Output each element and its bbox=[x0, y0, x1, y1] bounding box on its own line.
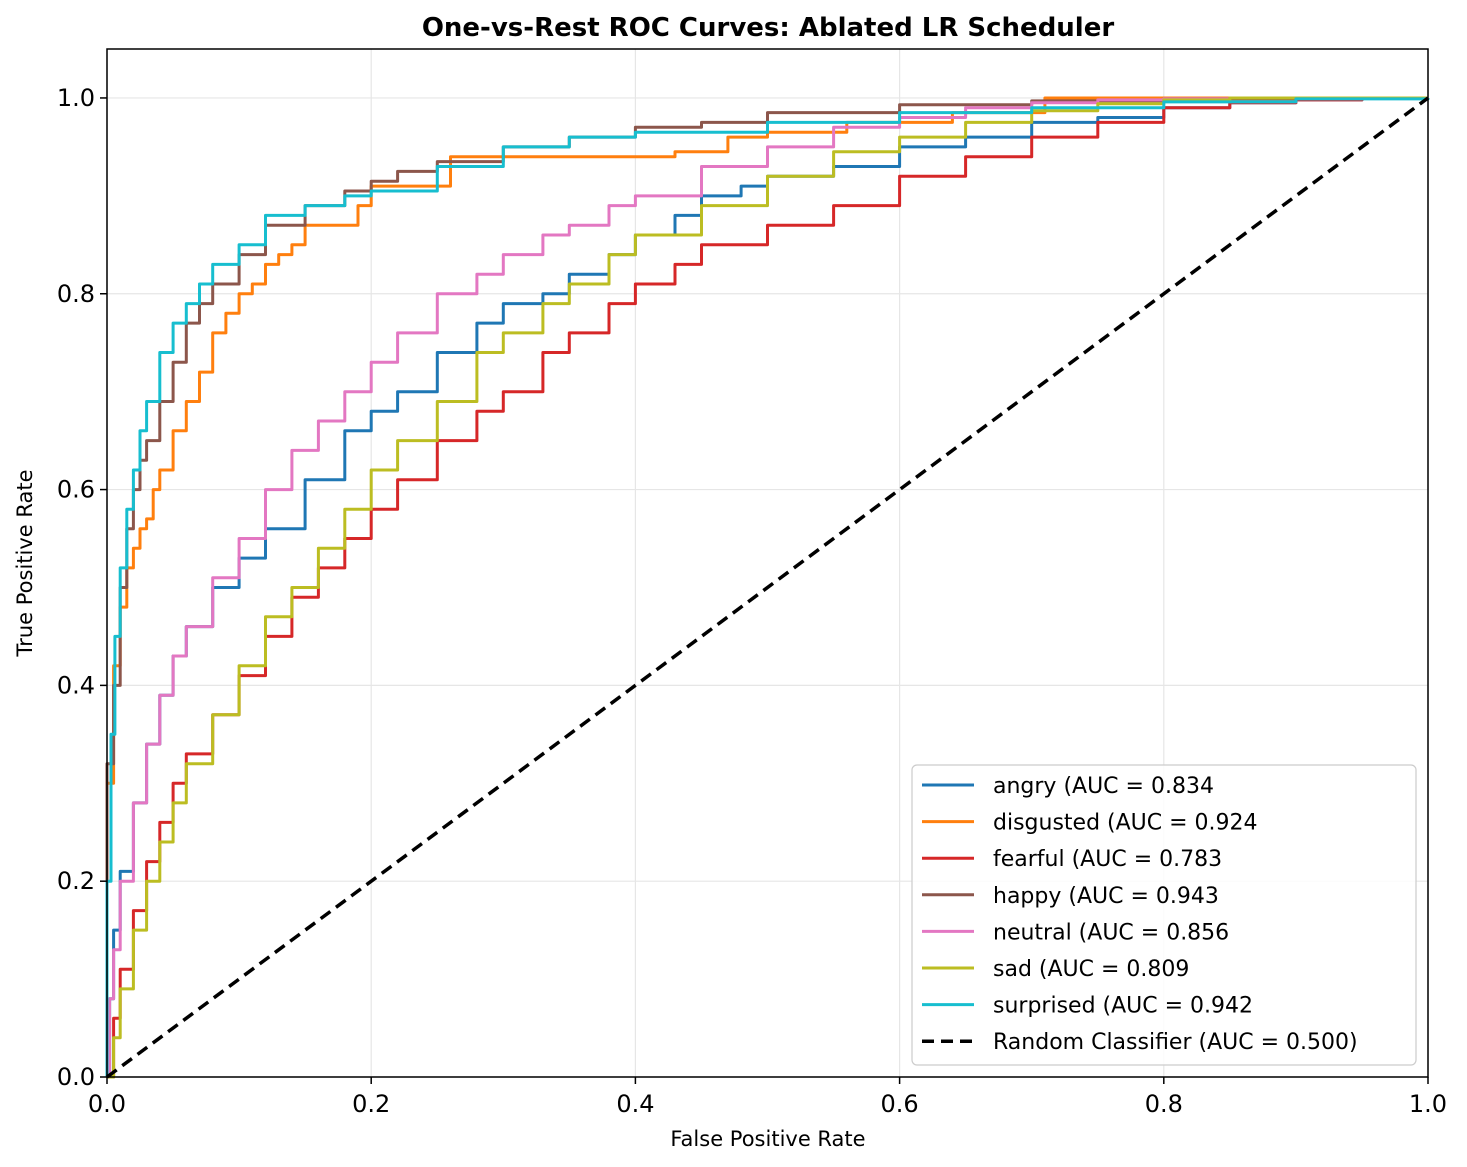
x-tick-label-4: 0.8 bbox=[1145, 1090, 1183, 1118]
legend-label-sad: sad (AUC = 0.809 bbox=[993, 957, 1189, 982]
legend-label-random: Random Classifier (AUC = 0.500) bbox=[993, 1030, 1358, 1055]
x-tick-label-2: 0.4 bbox=[616, 1090, 654, 1118]
roc-curve-sad bbox=[107, 96, 1428, 1079]
y-tick-label-3: 0.6 bbox=[57, 476, 95, 504]
grid-lines bbox=[106, 49, 1429, 1078]
plot-frame bbox=[106, 48, 1429, 1078]
x-tick-label-1: 0.2 bbox=[352, 1090, 390, 1118]
axis-ticks: 0.0 0.2 0.4 0.6 0.8 1.0 0.0 0.2 0.4 0.6 0.8 1.0 bbox=[57, 84, 1447, 1118]
y-tick-label-0: 0.0 bbox=[57, 1063, 95, 1091]
roc-curve-random bbox=[105, 96, 1430, 1079]
legend-label-disgusted: disgusted (AUC = 0.924 bbox=[993, 811, 1258, 836]
x-tick-label-0: 0.0 bbox=[88, 1090, 126, 1118]
y-tick-label-1: 0.2 bbox=[57, 867, 95, 895]
y-tick-label-5: 1.0 bbox=[57, 84, 95, 112]
x-axis-label: False Positive Rate bbox=[670, 1127, 865, 1151]
roc-curve-disgusted bbox=[105, 96, 1428, 1077]
roc-curves bbox=[105, 96, 1430, 1079]
legend-items: angry (AUC = 0.834 disgusted (AUC = 0.924… bbox=[922, 774, 1358, 1055]
legend-label-fearful: fearful (AUC = 0.783 bbox=[993, 847, 1222, 872]
legend-label-neutral: neutral (AUC = 0.856 bbox=[993, 920, 1229, 945]
roc-curve-surprised bbox=[105, 97, 1430, 1077]
legend-box bbox=[911, 764, 1417, 1066]
y-tick-label-4: 0.8 bbox=[57, 280, 95, 308]
y-axis-label: True Positive Rate bbox=[13, 469, 37, 657]
x-tick-label-3: 0.6 bbox=[881, 1090, 919, 1118]
x-tick-label-5: 1.0 bbox=[1409, 1090, 1447, 1118]
y-tick-label-2: 0.4 bbox=[57, 671, 95, 699]
roc-curve-neutral bbox=[107, 96, 1428, 1079]
legend-label-surprised: surprised (AUC = 0.942 bbox=[993, 994, 1253, 1019]
roc-curve-happy bbox=[105, 96, 1428, 1077]
legend-label-happy: happy (AUC = 0.943 bbox=[993, 884, 1219, 909]
chart-title: One-vs-Rest ROC Curves: Ablated LR Sched… bbox=[422, 13, 1115, 43]
legend-label-angry: angry (AUC = 0.834 bbox=[993, 774, 1214, 799]
legend: angry (AUC = 0.834 disgusted (AUC = 0.924… bbox=[911, 764, 1417, 1066]
